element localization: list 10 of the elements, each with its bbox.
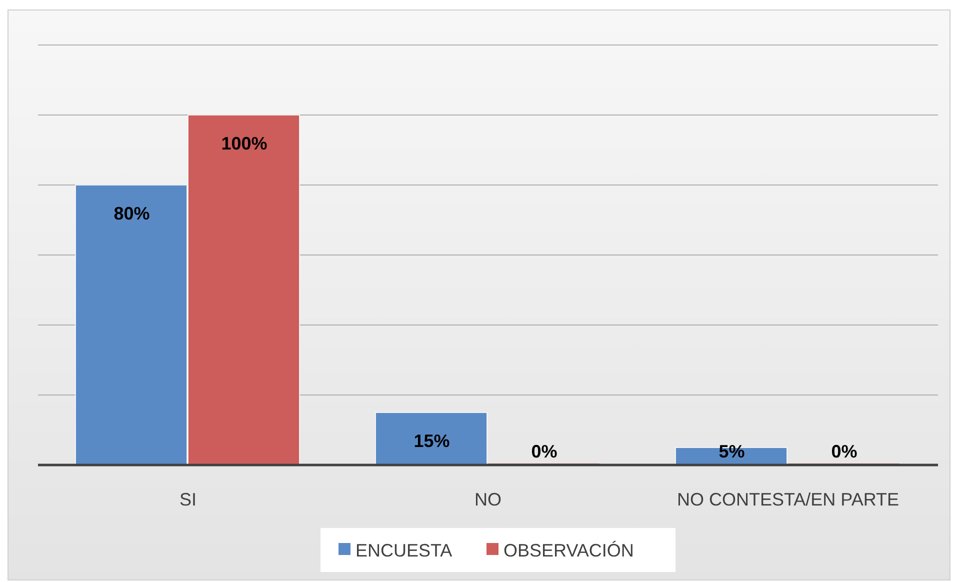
x-tick-label: SI bbox=[179, 489, 197, 510]
x-tick-label: NO bbox=[474, 489, 502, 510]
data-label: 100% bbox=[221, 133, 268, 154]
data-label: 15% bbox=[414, 430, 450, 451]
data-label: 0% bbox=[831, 441, 858, 462]
data-label: 0% bbox=[531, 441, 558, 462]
data-label: 80% bbox=[114, 203, 150, 224]
legend-label: OBSERVACIÓN bbox=[504, 540, 634, 560]
x-tick-label: NO CONTESTA/EN PARTE bbox=[676, 489, 900, 510]
legend-label: ENCUESTA bbox=[356, 540, 452, 560]
